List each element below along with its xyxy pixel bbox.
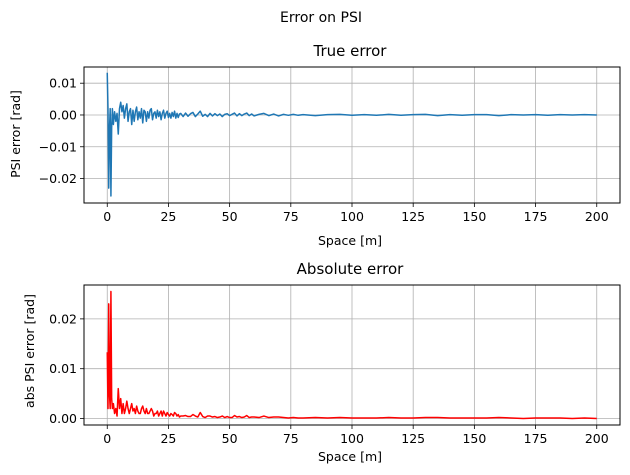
true-error-plot-frame <box>83 66 621 204</box>
true-error-xtick-label: 0 <box>103 209 111 224</box>
absolute-error-ytick-label: 0.02 <box>49 311 77 326</box>
true-error-xlabel: Space [m] <box>318 233 382 248</box>
true-error-xtick-label: 25 <box>160 209 176 224</box>
true-error-ytick-label: −0.01 <box>39 139 77 154</box>
true-error-title: True error <box>313 42 388 60</box>
absolute-error-plot-frame <box>83 284 621 426</box>
absolute-error-xtick-label: 175 <box>524 431 548 446</box>
true-error-ytick-label: −0.02 <box>39 171 77 186</box>
absolute-error-ylabel: abs PSI error [rad] <box>22 294 37 408</box>
true-error-xtick-label: 125 <box>401 209 425 224</box>
absolute-error-grid <box>84 285 620 425</box>
true-error-xtick-label: 175 <box>524 209 548 224</box>
absolute-error-series-line <box>106 290 597 420</box>
figure-suptitle: Error on PSI <box>280 10 362 26</box>
true-error-xtick-label: 100 <box>340 209 364 224</box>
true-error-xtick-label: 75 <box>283 209 299 224</box>
absolute-error-xtick-label: 0 <box>103 431 111 446</box>
absolute-error-xtick-label: 150 <box>462 431 486 446</box>
absolute-error-xtick-label: 75 <box>283 431 299 446</box>
true-error-xtick-label: 200 <box>585 209 609 224</box>
absolute-error-axes: Absolute error 0 25 50 75 100 125 150 175 200 0.0… <box>22 260 621 464</box>
true-error-xtick-label: 50 <box>222 209 238 224</box>
absolute-error-xtick-label: 125 <box>401 431 425 446</box>
absolute-error-xtick-label: 25 <box>160 431 176 446</box>
absolute-error-ticks: 0 25 50 75 100 125 150 175 200 0.02 0.01 0.00 <box>49 311 609 446</box>
true-error-ylabel: PSI error [rad] <box>8 90 23 178</box>
absolute-error-series <box>106 290 597 420</box>
absolute-error-xtick-label: 100 <box>340 431 364 446</box>
true-error-series-line <box>106 72 597 197</box>
absolute-error-xtick-label: 50 <box>222 431 238 446</box>
true-error-ytick-label: 0.00 <box>49 107 77 122</box>
absolute-error-ytick-label: 0.01 <box>49 361 77 376</box>
true-error-series <box>106 72 597 197</box>
absolute-error-xlabel: Space [m] <box>318 449 382 464</box>
true-error-axes: True error 0 25 50 75 100 125 150 175 200 0.01 0.0… <box>8 42 621 248</box>
absolute-error-title: Absolute error <box>297 260 404 278</box>
true-error-ytick-label: 0.01 <box>49 76 77 91</box>
absolute-error-xtick-label: 200 <box>585 431 609 446</box>
true-error-grid <box>84 67 620 203</box>
true-error-ticks: 0 25 50 75 100 125 150 175 200 0.01 0.00 −0.01 −0.02 <box>39 76 609 224</box>
absolute-error-ytick-label: 0.00 <box>49 411 77 426</box>
true-error-xtick-label: 150 <box>462 209 486 224</box>
